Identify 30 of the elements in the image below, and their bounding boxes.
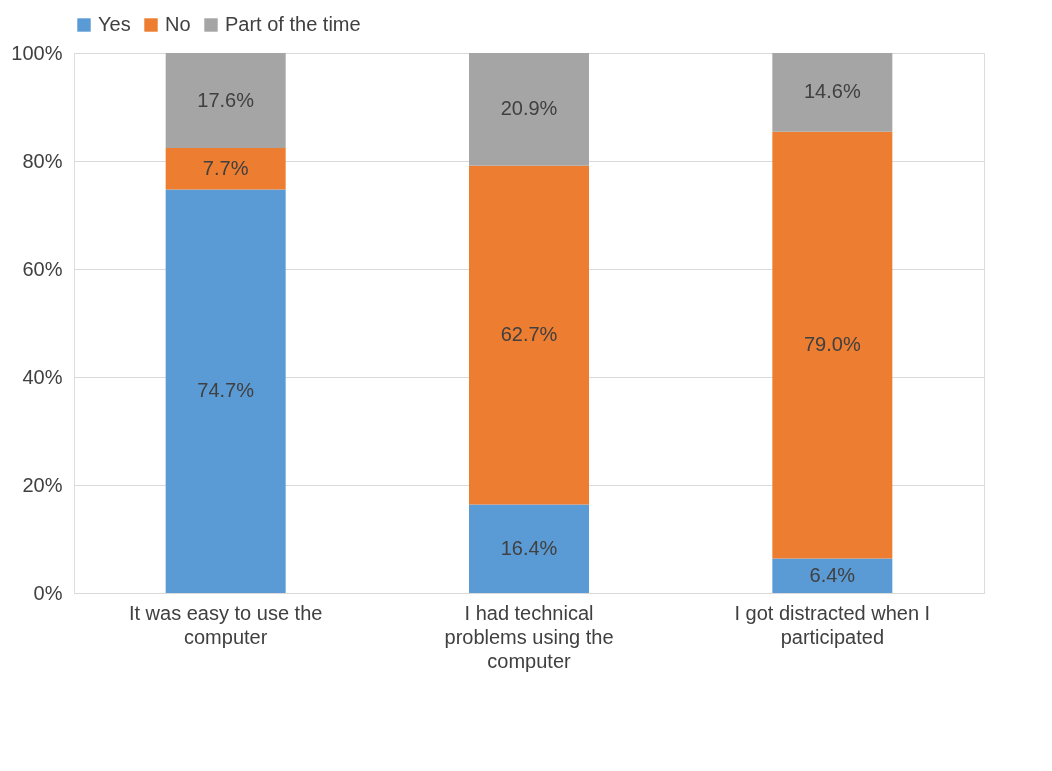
y-tick-label: 80% (22, 149, 63, 172)
y-tick-label: 0% (33, 581, 63, 604)
data-label: 20.9% (500, 97, 558, 120)
bar (772, 558, 893, 593)
data-label: 16.4% (500, 536, 558, 559)
data-label: 79.0% (803, 333, 861, 356)
x-tick-label: I had technical problems using the computer (444, 601, 614, 672)
data-label: 17.6% (197, 88, 255, 111)
bar (772, 53, 893, 132)
y-tick-label: 40% (22, 365, 63, 388)
bar (469, 53, 589, 166)
y-tick-label: 100% (11, 41, 63, 64)
data-label: 7.7% (202, 156, 249, 179)
legend-label: Yes (98, 13, 131, 35)
bar (165, 53, 286, 149)
bar (772, 131, 893, 559)
bar (469, 165, 589, 505)
y-tick-label: 60% (22, 257, 63, 280)
legend-label: No (165, 13, 191, 35)
bar (165, 148, 286, 190)
bar (165, 189, 286, 593)
data-label: 14.6% (803, 80, 861, 103)
legend-label: Part of the time (225, 13, 361, 35)
x-tick-label: I got distracted when I participated (734, 601, 931, 648)
y-tick-label: 20% (22, 473, 63, 496)
bar (469, 504, 589, 593)
data-label: 62.7% (500, 323, 558, 346)
data-label: 6.4% (809, 563, 856, 586)
x-tick-label: It was easy to use the computer (128, 601, 323, 648)
data-label: 74.7% (197, 379, 255, 402)
